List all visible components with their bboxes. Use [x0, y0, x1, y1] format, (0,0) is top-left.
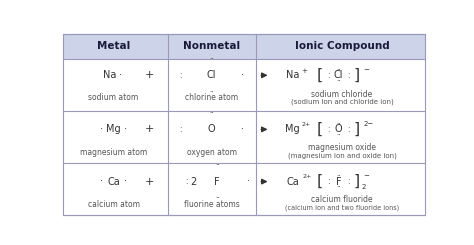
Text: 2−: 2−	[364, 121, 374, 127]
Text: O: O	[335, 124, 342, 135]
Text: calcium fluoride: calcium fluoride	[311, 195, 373, 204]
Text: [: [	[317, 68, 323, 83]
Text: oxygen atom: oxygen atom	[187, 147, 237, 157]
Text: ·: ·	[100, 124, 103, 135]
Text: −: −	[364, 67, 369, 73]
Text: ··: ··	[336, 173, 341, 179]
Text: ··: ··	[210, 89, 214, 95]
Text: (magnesium ion and oxide ion): (magnesium ion and oxide ion)	[288, 152, 397, 159]
Text: F: F	[214, 177, 220, 187]
Text: ··: ··	[215, 162, 219, 168]
Text: ·: ·	[124, 177, 127, 187]
Text: Mg: Mg	[285, 124, 300, 135]
Text: ·: ·	[241, 70, 244, 80]
Text: fluorine atoms: fluorine atoms	[184, 200, 239, 209]
Text: Cl: Cl	[207, 70, 217, 80]
Text: ]: ]	[354, 68, 360, 83]
Text: ··: ··	[336, 132, 341, 138]
Text: F: F	[336, 177, 341, 187]
Text: 2: 2	[361, 184, 365, 190]
Bar	[63, 111, 425, 163]
Text: :: :	[327, 125, 329, 134]
Text: +: +	[145, 177, 154, 187]
Bar	[63, 163, 425, 215]
Text: [: [	[317, 174, 323, 189]
Text: ··: ··	[336, 67, 341, 73]
Text: ··: ··	[336, 184, 341, 190]
Text: Cl: Cl	[334, 70, 343, 80]
Text: :: :	[327, 177, 329, 186]
Bar	[63, 59, 425, 111]
Bar	[63, 34, 425, 59]
Text: :: :	[347, 177, 350, 186]
Text: Na: Na	[103, 70, 117, 80]
Text: Ca: Ca	[107, 177, 120, 187]
Text: Ca: Ca	[286, 177, 299, 187]
Text: ·: ·	[246, 177, 250, 187]
Text: (calcium ion and two fluoride ions): (calcium ion and two fluoride ions)	[285, 204, 399, 211]
Text: 2+: 2+	[301, 122, 311, 127]
Text: :: :	[327, 71, 329, 80]
Text: 2: 2	[190, 177, 196, 187]
Text: ··: ··	[215, 195, 219, 201]
Text: Ionic Compound: Ionic Compound	[295, 41, 390, 51]
Text: ·: ·	[124, 124, 127, 135]
Text: :: :	[180, 71, 182, 80]
Text: +: +	[145, 124, 154, 135]
Text: magnesium atom: magnesium atom	[80, 147, 147, 157]
Text: 2+: 2+	[302, 174, 311, 179]
Text: ·: ·	[119, 70, 122, 80]
Text: ]: ]	[354, 174, 360, 189]
Text: :: :	[180, 125, 182, 134]
Text: ·: ·	[100, 177, 103, 187]
Text: magnesium oxide: magnesium oxide	[308, 143, 376, 152]
Text: ··: ··	[336, 78, 341, 84]
Text: +: +	[145, 70, 154, 80]
Text: chlorine atom: chlorine atom	[185, 93, 238, 102]
Text: −: −	[364, 173, 369, 179]
Text: O: O	[208, 124, 216, 135]
Text: Nonmetal: Nonmetal	[183, 41, 240, 51]
Text: ]: ]	[354, 122, 360, 137]
Text: +: +	[301, 68, 307, 74]
Text: sodium chloride: sodium chloride	[311, 90, 373, 99]
Text: :: :	[347, 125, 350, 134]
Text: ··: ··	[210, 56, 214, 62]
Text: sodium atom: sodium atom	[89, 93, 139, 102]
Text: Na: Na	[286, 70, 299, 80]
Text: Mg: Mg	[106, 124, 121, 135]
Text: calcium atom: calcium atom	[88, 200, 140, 209]
Text: :: :	[347, 71, 350, 80]
Text: ·: ·	[241, 124, 244, 135]
Text: [: [	[317, 122, 323, 137]
Text: ··: ··	[336, 121, 341, 127]
Text: ··: ··	[210, 110, 214, 116]
Text: Metal: Metal	[97, 41, 130, 51]
Text: :: :	[185, 177, 188, 186]
Text: (sodium ion and chloride ion): (sodium ion and chloride ion)	[291, 98, 393, 105]
